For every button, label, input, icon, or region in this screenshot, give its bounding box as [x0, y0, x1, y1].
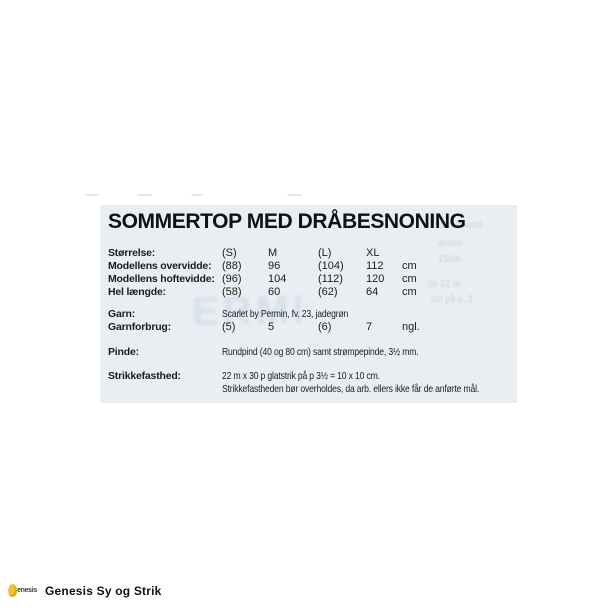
footer-brand-text: Genesis Sy og Strik [45, 584, 162, 598]
row-garnforbrug: Garnforbrug: (5) 5 (6) 7 ngl. [108, 321, 420, 334]
row-strikkefasthed: Strikkefasthed: 22 m x 30 p glatstrik på… [108, 370, 414, 383]
row-label: Modellens hoftevidde: [108, 273, 215, 285]
cell-value: 64 [366, 286, 379, 298]
row-label: Modellens overvidde: [108, 260, 212, 272]
cell-value: 104 [268, 273, 287, 285]
page-title: SOMMERTOP MED DRÅBESNONING [108, 210, 466, 233]
cell-size-m: M [268, 247, 278, 259]
cell-value: 96 [268, 260, 281, 272]
cell-value: (5) [222, 321, 236, 333]
cell-unit: cm [402, 260, 417, 272]
scan-smudge [137, 194, 152, 196]
scan-smudge [191, 194, 203, 196]
row-label: Strikkefasthed: [108, 370, 181, 382]
table-row-overvidde: Modellens overvidde: (88) 96 (104) 112 c… [108, 260, 417, 273]
cell-value: 120 [366, 273, 385, 285]
cell-size-s: (S) [222, 247, 237, 259]
table-row-hel-laengde: Hel længde: (58) 60 (62) 64 cm [108, 286, 417, 299]
cell-value: (62) [318, 286, 338, 298]
ghost-text-fragment: 00 22 m [428, 278, 461, 290]
cell-unit: cm [402, 273, 417, 285]
row-pinde: Pinde: Rundpind (40 og 80 cm) samt strøm… [108, 346, 462, 359]
table-row-storrelse: Størrelse: (S) M (L) XL [108, 247, 402, 260]
genesis-logo-wordmark: enesis [17, 587, 37, 594]
cell-unit: ngl. [402, 321, 420, 333]
row-strikkefasthed-note: Strikkefastheden bør overholdes, da arb.… [108, 383, 536, 396]
ghost-text-fragment: 18% Bouclé [435, 219, 483, 231]
cell-size-xl: XL [366, 247, 380, 259]
cell-value: 112 [366, 260, 384, 272]
strikkefasthed-line2: Strikkefastheden bør overholdes, da arb.… [222, 383, 480, 395]
cell-value: (6) [318, 321, 332, 333]
cell-value: 7 [366, 321, 373, 333]
genesis-logo-icon [8, 584, 17, 597]
cell-value: (88) [222, 260, 242, 272]
scan-smudge [287, 194, 302, 196]
cell-value: (112) [318, 273, 343, 285]
row-garn: Garn: Scarlet by Permin, fv. 23, jadegrø… [108, 308, 376, 321]
ghost-text-fragment: 150m [438, 253, 461, 265]
table-row-hoftevidde: Modellens hoftevidde: (96) 104 (112) 120… [108, 273, 417, 286]
row-label: Hel længde: [108, 286, 166, 298]
ghost-text-fragment: cm på p. 3 [431, 293, 473, 305]
row-label: Pinde: [108, 346, 139, 358]
cell-value: (104) [318, 260, 344, 272]
row-label: Garn: [108, 308, 136, 320]
cell-value: (96) [222, 273, 242, 285]
cell-value: 5 [268, 321, 275, 333]
garn-value: Scarlet by Permin, fv. 23, jadegrøn [222, 308, 349, 320]
cell-value: (58) [222, 286, 242, 298]
pattern-info-panel: ERMI 18% Bouclé acons 150m 00 22 m cm på… [100, 205, 517, 403]
pinde-value: Rundpind (40 og 80 cm) samt strømpepinde… [222, 346, 419, 358]
strikkefasthed-line1: 22 m x 30 p glatstrik på p 3½ = 10 x 10 … [222, 370, 380, 382]
cell-value: 60 [268, 286, 281, 298]
cell-unit: cm [402, 286, 417, 298]
ghost-text-fragment: acons [438, 237, 462, 249]
row-label: Størrelse: [108, 247, 156, 259]
scan-smudge [85, 194, 99, 196]
cell-size-l: (L) [318, 247, 332, 259]
row-label: Garnforbrug: [108, 321, 171, 333]
